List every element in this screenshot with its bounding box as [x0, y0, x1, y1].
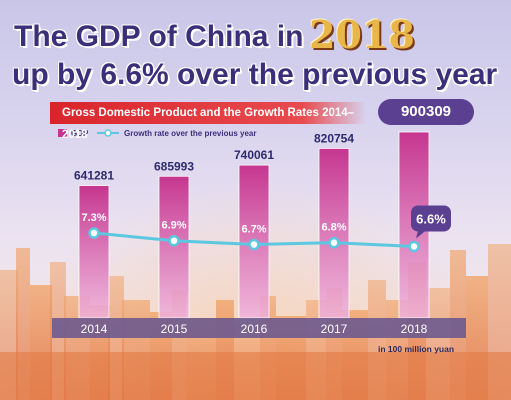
growth-rate-point-2016: [248, 238, 260, 251]
growth-rate-label-2016: 6.7%: [241, 224, 266, 236]
growth-rate-highlight-badge: [411, 205, 451, 232]
growth-rate-label-2014: 7.3%: [81, 212, 106, 224]
legend-growth-label: Growth rate over the previous year: [124, 129, 257, 138]
growth-rate-label-2015: 6.9%: [161, 220, 186, 232]
growth-rate-point-2017: [328, 236, 340, 249]
gdp-value-label-2016: 740061: [234, 148, 274, 162]
growth-rate-point-2014: [88, 227, 100, 239]
x-tick-label-2016: 2016: [241, 322, 268, 336]
x-tick-label-2018: 2018: [401, 322, 428, 336]
gdp-bar-2014: [78, 185, 110, 319]
city-skyline-decoration: [0, 244, 511, 400]
unit-note: in 100 million yuan: [378, 344, 455, 354]
x-axis-band: [52, 318, 466, 338]
x-tick-label-2014: 2014: [81, 322, 108, 336]
growth-rate-label-2017: 6.8%: [321, 222, 346, 234]
gdp-value-label-2014: 641281: [74, 169, 114, 183]
legend-gdp-swatch: [58, 129, 67, 137]
latest-gdp-badge: 900309: [378, 99, 474, 125]
growth-rate-label-2018: 6.6%: [416, 211, 446, 226]
x-tick-label-2015: 2015: [161, 322, 188, 336]
chart-title-banner: Gross Domestic Product and the Growth Ra…: [50, 102, 366, 141]
growth-rate-point-2015: [168, 234, 180, 247]
gdp-bar-2015: [158, 175, 190, 319]
x-tick-label-2017: 2017: [321, 322, 348, 336]
headline-line-2: up by 6.6% over the previous year: [12, 58, 498, 91]
gdp-value-label-2017: 820754: [314, 131, 354, 145]
legend-gdp-label: GDP: [71, 129, 89, 138]
growth-rate-badge-pointer: [416, 230, 426, 239]
headline-year-accent: 2018: [309, 12, 415, 57]
legend-growth-marker: [104, 129, 112, 137]
growth-rate-point-2018: [408, 240, 420, 253]
gdp-bar-2017: [318, 148, 350, 319]
gdp-value-label-2015: 685993: [154, 159, 194, 173]
headline-line-1: The GDP of China in: [14, 20, 304, 53]
